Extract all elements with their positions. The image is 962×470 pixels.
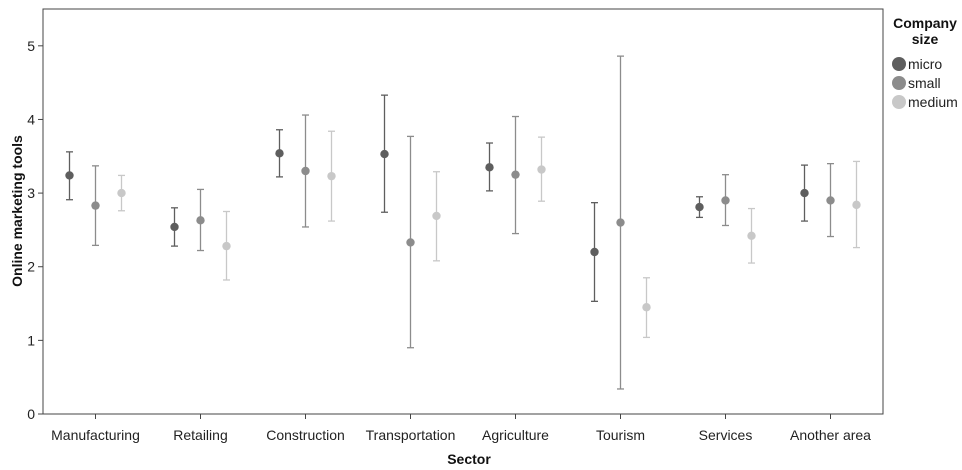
- legend-label-micro: micro: [908, 56, 942, 72]
- x-tick-label: Manufacturing: [51, 427, 140, 443]
- x-tick-label: Services: [699, 427, 753, 443]
- mean-point-medium: [117, 188, 126, 198]
- y-tick-label: 2: [27, 259, 35, 275]
- y-tick-label: 3: [27, 185, 35, 201]
- y-tick-label: 0: [27, 406, 35, 422]
- mean-point-medium: [537, 165, 546, 174]
- series-small: [91, 55, 835, 390]
- plot-area: [42, 8, 884, 415]
- legend-swatch-micro: [892, 57, 906, 71]
- y-tick-label: 4: [27, 111, 35, 127]
- y-tick-label: 5: [27, 38, 35, 54]
- mean-point-small: [91, 201, 100, 210]
- series-medium: [117, 130, 861, 339]
- legend-title-line-1: Company: [893, 15, 957, 31]
- x-axis: Manufacturing Retailing Construction Transp…: [51, 414, 871, 443]
- mean-point-medium: [642, 303, 651, 312]
- legend-swatch-small: [892, 76, 906, 90]
- mean-point-micro: [380, 149, 389, 159]
- legend-label-medium: medium: [908, 94, 958, 110]
- x-tick-label: Retailing: [173, 427, 227, 443]
- y-axis: 0 1 2 3 4 5: [27, 38, 43, 422]
- x-tick-label: Construction: [266, 427, 345, 443]
- x-tick-label: Transportation: [366, 427, 456, 443]
- mean-point-micro: [275, 149, 284, 158]
- mean-point-medium: [432, 211, 441, 221]
- mean-point-small: [406, 238, 415, 247]
- mean-point-medium: [747, 231, 756, 240]
- x-axis-title: Sector: [447, 451, 491, 467]
- legend: Company size micro small medium: [892, 15, 958, 110]
- mean-point-small: [511, 170, 520, 179]
- mean-point-medium: [222, 241, 231, 251]
- mean-point-small: [196, 216, 205, 225]
- legend-swatch-medium: [892, 95, 906, 109]
- mean-point-small: [301, 166, 310, 176]
- mean-point-medium: [327, 171, 336, 181]
- mean-point-micro: [65, 171, 74, 180]
- x-tick-label: Tourism: [596, 427, 645, 443]
- mean-point-micro: [170, 222, 179, 232]
- mean-point-small: [721, 196, 730, 205]
- series-micro: [65, 94, 809, 302]
- mean-point-micro: [485, 163, 494, 172]
- y-axis-title: Online marketing tools: [9, 135, 25, 287]
- x-tick-label: Another area: [790, 427, 871, 443]
- legend-title-line-2: size: [912, 31, 939, 47]
- mean-point-small: [826, 196, 835, 205]
- legend-label-small: small: [908, 75, 941, 91]
- mean-point-micro: [590, 247, 599, 257]
- error-bars: [65, 55, 861, 390]
- mean-point-micro: [800, 188, 809, 198]
- mean-point-medium: [852, 200, 861, 210]
- y-tick-label: 1: [27, 332, 35, 348]
- x-tick-label: Agriculture: [482, 427, 549, 443]
- mean-point-small: [616, 218, 625, 227]
- legend-items: micro small medium: [892, 56, 958, 110]
- mean-point-micro: [695, 202, 704, 212]
